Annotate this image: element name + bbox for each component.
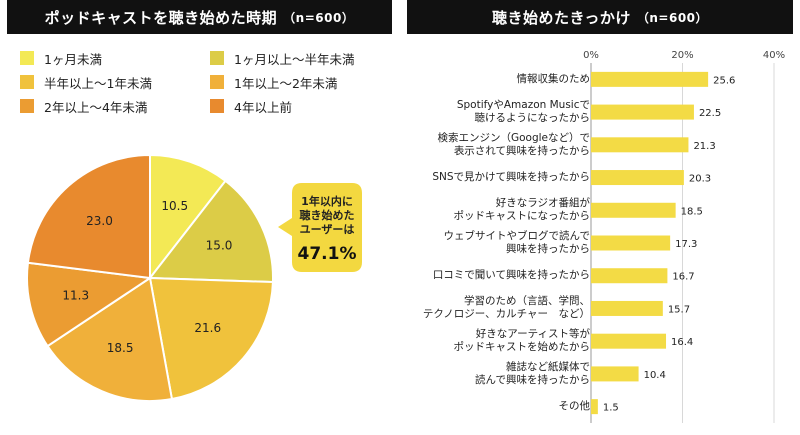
bar-chart-title-bar: 聴き始めたきっかけ （n=600） — [407, 0, 793, 34]
bar-category-label-line: 好きなアーティスト等が — [475, 328, 590, 341]
legend-item: 4年以上前 — [210, 97, 400, 115]
legend-swatch — [210, 75, 224, 89]
bar-category-label-line: SpotifyやAmazon Musicで — [456, 99, 590, 112]
bar-value-label: 1.5 — [603, 403, 619, 414]
pie-slice-label: 18.5 — [107, 341, 134, 355]
bar-category-label-line: ポッドキャストを始めたから — [453, 341, 591, 354]
bar-category-label-line: 雑誌など紙媒体で — [506, 360, 590, 373]
pie-slice — [148, 276, 274, 401]
bar-category-label-line: ポッドキャストになったから — [453, 210, 591, 223]
legend-item: 1年以上～2年未満 — [210, 73, 400, 91]
callout-text: 1年以内に — [301, 194, 353, 208]
legend-swatch — [20, 75, 34, 89]
bar-chart-n-label: （n=600） — [636, 10, 709, 25]
bar-category-label-line: 口コミで聞いて興味を持ったから — [432, 269, 590, 282]
callout-shape — [278, 183, 362, 272]
bar-category-label: ウェブサイトやブログで読んで 興味を持ったから — [444, 230, 590, 256]
pie-slice-label: 10.5 — [161, 199, 188, 213]
pie-chart-title-bar: ポッドキャストを聴き始めた時期 （n=600） — [7, 0, 392, 34]
pie-chart: 10.5 15.0 21.6 18.5 11.3 23.0 1年以内に 聴き始めた ユーザーは 4… — [0, 126, 400, 431]
bar-category-label: 雑誌など紙媒体で 読んで興味を持ったから — [475, 361, 590, 387]
pie-slice-label: 15.0 — [206, 239, 233, 253]
pie-chart-n-label: （n=600） — [283, 10, 355, 25]
bar-value-label: 17.3 — [675, 239, 697, 250]
pie-slice-label: 23.0 — [86, 214, 113, 228]
bar-category-label-line: 聴けるようになったから — [474, 112, 591, 125]
bar-category-label-line: 読んで興味を持ったから — [475, 373, 590, 386]
bar — [591, 170, 684, 186]
bar — [591, 202, 676, 218]
bar — [591, 366, 639, 382]
legend-item: 2年以上～4年未満 — [20, 97, 210, 115]
bar-category-label: 学習のため（言語、学問、 テクノロジー、カルチャー など） — [423, 295, 590, 321]
bar-category-label-line: SNSで見かけて興味を持ったから — [432, 171, 590, 184]
legend-swatch — [20, 51, 34, 65]
bar-value-label: 21.3 — [693, 141, 715, 152]
x-tick-label: 0% — [583, 50, 599, 61]
bar-category-label: SpotifyやAmazon Musicで 聴けるようになったから — [457, 99, 590, 125]
bar-category-label: 好きなアーティスト等が ポッドキャストを始めたから — [454, 328, 591, 354]
bar-category-label: 好きなラジオ番組が ポッドキャストになったから — [454, 197, 591, 223]
bar — [591, 104, 694, 120]
legend-label: 1ヶ月以上～半年未満 — [234, 51, 355, 67]
legend-swatch — [20, 99, 34, 113]
pie-slice-label: 11.3 — [62, 288, 89, 302]
bar-chart-title: 聴き始めたきっかけ — [491, 8, 631, 27]
legend-swatch — [210, 99, 224, 113]
legend-label: 4年以上前 — [234, 99, 292, 115]
bar-category-label: 口コミで聞いて興味を持ったから — [433, 269, 590, 282]
pie-slice — [149, 153, 227, 281]
callout-text: 聴き始めた — [300, 208, 355, 222]
bar-category-label-line: 学習のため（言語、学問、 — [464, 295, 590, 308]
pie-slice — [26, 261, 153, 348]
bar — [591, 235, 671, 251]
legend-label: 1年以上～2年未満 — [234, 75, 338, 91]
bar — [591, 137, 689, 153]
bar-category-label-line: ウェブサイトやブログで読んで — [443, 230, 590, 242]
bar-category-label-line: 表示されて興味を持ったから — [453, 144, 590, 157]
bar-category-label-line: その他 — [558, 400, 591, 413]
bar — [591, 399, 598, 415]
callout-value: 47.1% — [298, 244, 357, 264]
legend-swatch — [210, 51, 224, 65]
bar-value-label: 25.6 — [713, 75, 735, 86]
pie-slice — [148, 179, 274, 284]
bar-value-label: 20.3 — [689, 174, 711, 185]
bar-category-label-line: 情報収集のため — [516, 72, 591, 85]
pie-slice-label: 21.6 — [194, 321, 221, 335]
bar-value-label: 15.7 — [668, 304, 690, 315]
pie-legend: 1ヶ月未満 1ヶ月以上～半年未満半年以上～1年未満 1年以上～2年未満 2年以上～4年… — [20, 49, 400, 115]
legend-label: 2年以上～4年未満 — [44, 99, 148, 115]
bar-category-label: 検索エンジン（Googleなど）で 表示されて興味を持ったから — [437, 132, 590, 158]
bar — [591, 268, 668, 284]
bar-value-label: 22.5 — [699, 108, 721, 119]
callout-text: ユーザーは — [300, 223, 355, 236]
legend-item: 半年以上～1年未満 — [20, 73, 210, 91]
bar-value-label: 10.4 — [644, 370, 666, 381]
bar-category-label: その他 — [559, 400, 591, 413]
legend-item: 1ヶ月未満 — [20, 49, 210, 67]
legend-label: 1ヶ月未満 — [44, 51, 102, 67]
pie-slice — [26, 153, 151, 280]
bar-value-label: 18.5 — [681, 206, 703, 217]
bar-category-label-line: テクノロジー、カルチャー など） — [422, 308, 590, 321]
bar — [591, 300, 663, 316]
bar-value-label: 16.7 — [672, 272, 694, 283]
bar-category-label-line: 検索エンジン（Googleなど）で — [437, 131, 590, 144]
x-tick-label: 20% — [671, 50, 693, 61]
bar-category-label: SNSで見かけて興味を持ったから — [432, 171, 590, 184]
bar-value-label: 16.4 — [671, 337, 693, 348]
bar-category-label-line: 興味を持ったから — [506, 243, 590, 255]
bar-category-label: 情報収集のため — [517, 73, 591, 86]
bar — [591, 71, 709, 87]
pie-slice — [46, 276, 174, 402]
bar-category-label-line: 好きなラジオ番組が — [495, 197, 590, 210]
pie-chart-title: ポッドキャストを聴き始めた時期 — [44, 8, 278, 27]
bar — [591, 333, 667, 349]
x-tick-label: 40% — [763, 50, 785, 61]
legend-item: 1ヶ月以上～半年未満 — [210, 49, 400, 67]
legend-label: 半年以上～1年未満 — [44, 75, 152, 91]
